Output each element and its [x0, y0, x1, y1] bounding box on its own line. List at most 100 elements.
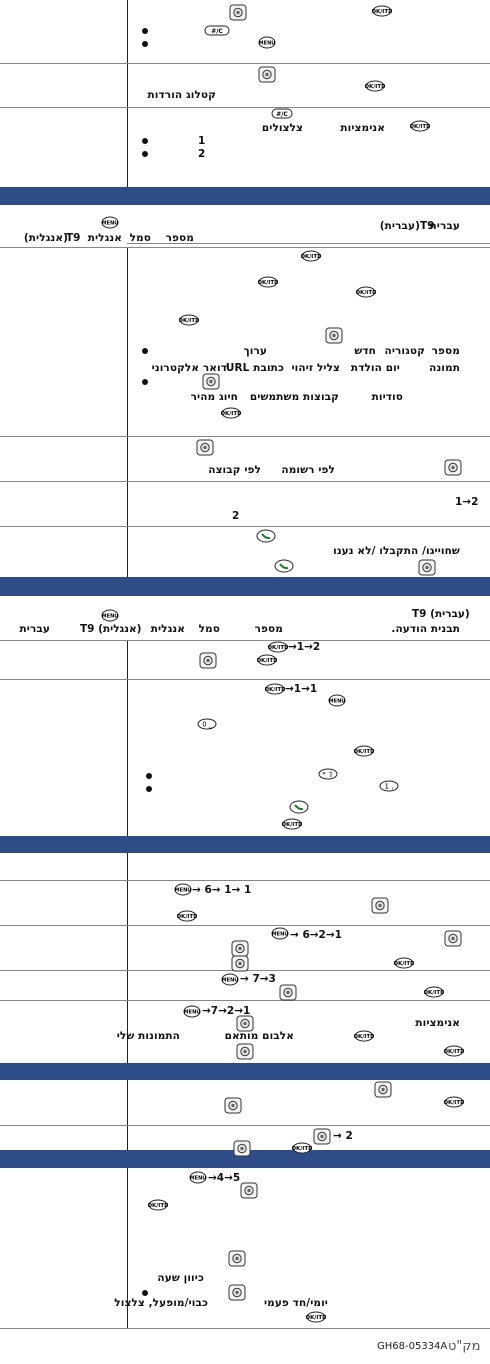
- svg-text:OK/ITD: OK/ITD: [372, 9, 392, 15]
- svg-text:MENU: MENU: [102, 221, 119, 227]
- svg-text:OK/ITD: OK/ITD: [356, 290, 376, 296]
- field-url: כתובת URL: [225, 362, 284, 374]
- alarm-off-snooze: כבוי/מופעל, צלצול: [114, 1297, 208, 1309]
- media-matched-album: אלבום מותאם: [224, 1030, 294, 1042]
- mode-number: מספר: [254, 623, 283, 635]
- column-divider-alarm: [127, 1168, 128, 1328]
- text-mode-t9-english: T9: [66, 232, 81, 244]
- navigation-key-icon: [325, 327, 343, 347]
- number-key-icon: 0 ⎵: [197, 718, 217, 733]
- svg-text:OK/ITD: OK/ITD: [221, 411, 241, 417]
- mode-hebrew: עברית: [19, 623, 50, 635]
- column-divider-messages: [127, 640, 128, 836]
- menu-key-icon: MENU: [271, 927, 289, 943]
- field-caller-ring: צליל זיהוי: [291, 362, 340, 374]
- number-key-icon: * ⇧: [318, 768, 338, 783]
- row-rule: [0, 880, 490, 881]
- text-mode-hebrew: עברית: [429, 220, 460, 232]
- navigation-key-icon: [444, 459, 462, 479]
- ok-key-icon: OK/ITD: [355, 286, 377, 301]
- row-rule: [0, 925, 490, 926]
- row-rule: [0, 247, 490, 248]
- catalog-label: קטלוג הורדות: [147, 89, 216, 101]
- svg-text:OK/ITD: OK/ITD: [444, 1100, 464, 1106]
- media-animations: אנימציות: [415, 1017, 460, 1029]
- svg-text:* ⇧: * ⇧: [322, 771, 334, 779]
- menu-key-icon: MENU: [328, 694, 346, 710]
- key-sequence: →7→2→1: [202, 1005, 251, 1017]
- ok-key-icon: OK/ITD: [443, 1096, 465, 1111]
- svg-text:OK/ITD: OK/ITD: [424, 990, 444, 996]
- navigation-key-icon: [202, 373, 220, 393]
- svg-text:OK/ITD: OK/ITD: [410, 124, 430, 130]
- svg-text:MENU: MENU: [259, 41, 276, 47]
- number-key-icon: 1 ,: [379, 780, 399, 795]
- svg-text:OK/ITD: OK/ITD: [394, 961, 414, 967]
- menu-key-icon: MENU: [101, 216, 119, 232]
- ok-key-icon: OK/ITD: [147, 1199, 169, 1214]
- key-sequence: → 7→3: [240, 973, 276, 985]
- ok-key-icon: OK/ITD: [393, 957, 415, 972]
- navigation-key-icon: [240, 1182, 258, 1202]
- key-sequence: → 6→2→1: [290, 929, 342, 941]
- menu-key-icon: MENU: [221, 973, 239, 989]
- ok-key-icon: OK/ITD: [409, 120, 431, 135]
- svg-text:MENU: MENU: [175, 888, 192, 894]
- text-mode-english-paren: (אנגלית): [23, 232, 68, 244]
- key-sequence: →1→2: [288, 641, 321, 653]
- svg-text:MENU: MENU: [102, 614, 119, 620]
- field-number: מספר: [431, 345, 460, 357]
- svg-text:OK/ITD: OK/ITD: [354, 1034, 374, 1040]
- svg-text:OK/ITD: OK/ITD: [354, 749, 374, 755]
- ok-key-icon: OK/ITD: [291, 1142, 313, 1157]
- svg-text:OK/ITD: OK/ITD: [306, 1315, 326, 1321]
- ok-key-icon: OK/ITD: [364, 80, 386, 95]
- field-secret: סודיות: [371, 391, 403, 403]
- bullet: [142, 28, 148, 34]
- animations-label: אנימציות: [340, 122, 385, 134]
- bullet: [142, 138, 148, 144]
- row-rule: [0, 1000, 490, 1001]
- bullet: [142, 1290, 148, 1296]
- navigation-key-icon: [236, 1043, 254, 1063]
- option-number: 2: [198, 148, 206, 160]
- section-band-contacts: [0, 187, 490, 205]
- option-number: 2: [232, 510, 240, 522]
- bullet: [142, 41, 148, 47]
- menu-key-icon: MENU: [174, 883, 192, 899]
- text-mode-english: אנגלית: [87, 232, 122, 244]
- svg-text:MENU: MENU: [272, 932, 289, 938]
- row-rule: [0, 526, 490, 527]
- call-key-icon: [289, 800, 309, 817]
- navigation-key-icon: [199, 652, 217, 672]
- message-template: תבנית הודעה.: [391, 623, 460, 635]
- svg-text:OK/ITD: OK/ITD: [292, 1146, 312, 1152]
- menu-key-icon: MENU: [189, 1171, 207, 1187]
- menu-key-icon: MENU: [183, 1005, 201, 1021]
- navigation-key-icon: [236, 1015, 254, 1035]
- bullet: [146, 773, 152, 779]
- svg-text:MENU: MENU: [329, 699, 346, 705]
- svg-text:OK/ITD: OK/ITD: [301, 254, 321, 260]
- svg-text:OK/ITD: OK/ITD: [257, 658, 277, 664]
- option-number: 1: [198, 135, 206, 147]
- mode-symbol: סמל: [198, 623, 220, 635]
- section-band-media: [0, 836, 490, 853]
- text-mode-symbol: סמל: [129, 232, 151, 244]
- navigation-key-icon: [444, 930, 462, 950]
- navigation-key-icon: [418, 559, 436, 579]
- navigation-key-icon: [229, 4, 247, 24]
- svg-text:OK/ITD: OK/ITD: [148, 1203, 168, 1209]
- call-log-types: שחוייגו/ התקבלו /לא נענו: [333, 545, 460, 557]
- ok-key-icon: OK/ITD: [371, 5, 393, 20]
- svg-text:0 ⎵: 0 ⎵: [202, 721, 212, 729]
- key-sequence: 1→2: [455, 496, 479, 508]
- navigation-key-icon: [279, 984, 297, 1004]
- ringtones-label: צלצולים: [261, 122, 303, 134]
- mode-t9-english: T9 (אנגלית): [80, 623, 142, 635]
- svg-text:OK/ITD: OK/ITD: [282, 822, 302, 828]
- row-rule: [0, 1328, 490, 1329]
- svg-text:OK/ITD: OK/ITD: [365, 84, 385, 90]
- row-rule: [0, 436, 490, 437]
- ok-key-icon: OK/ITD: [300, 250, 322, 265]
